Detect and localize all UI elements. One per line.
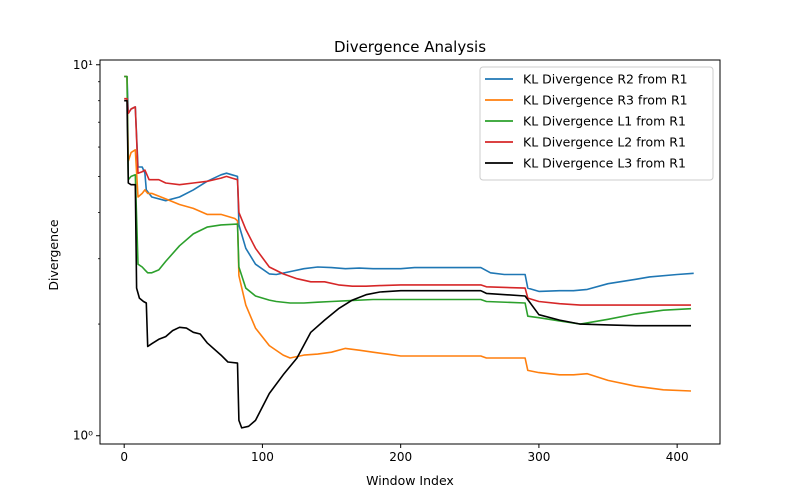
- legend-box: [479, 66, 714, 181]
- legend-label: KL Divergence R3 from R1: [523, 93, 688, 108]
- x-tick-label: 200: [389, 450, 412, 464]
- plot-frame: [99, 59, 721, 445]
- x-tick-label: 300: [527, 450, 550, 464]
- legend-label: KL Divergence L2 from R1: [523, 135, 686, 150]
- legend-label: KL Divergence R2 from R1: [523, 72, 688, 87]
- ticks-layer: 0 100 200 300 400 10⁰ 10¹: [73, 58, 689, 464]
- legend: KL Divergence R2 from R1 KL Divergence R3…: [479, 66, 714, 181]
- y-tick-label: 10⁰: [73, 429, 93, 443]
- legend-label: KL Divergence L3 from R1: [523, 156, 686, 171]
- series-line-4: [124, 97, 691, 306]
- series-line-3: [124, 75, 692, 325]
- y-axis-label: Divergence: [46, 219, 61, 291]
- x-axis-label: Window Index: [366, 473, 454, 488]
- x-tick-label: 400: [666, 450, 689, 464]
- series-layer: [124, 75, 694, 429]
- x-tick-label: 0: [120, 450, 128, 464]
- x-tick-label: 100: [251, 450, 274, 464]
- series-line-5: [124, 99, 691, 429]
- chart-title: Divergence Analysis: [334, 38, 486, 56]
- series-line-1: [124, 75, 694, 293]
- legend-label: KL Divergence L1 from R1: [523, 114, 686, 129]
- y-tick-label: 10¹: [73, 58, 93, 72]
- series-line-2: [124, 75, 692, 392]
